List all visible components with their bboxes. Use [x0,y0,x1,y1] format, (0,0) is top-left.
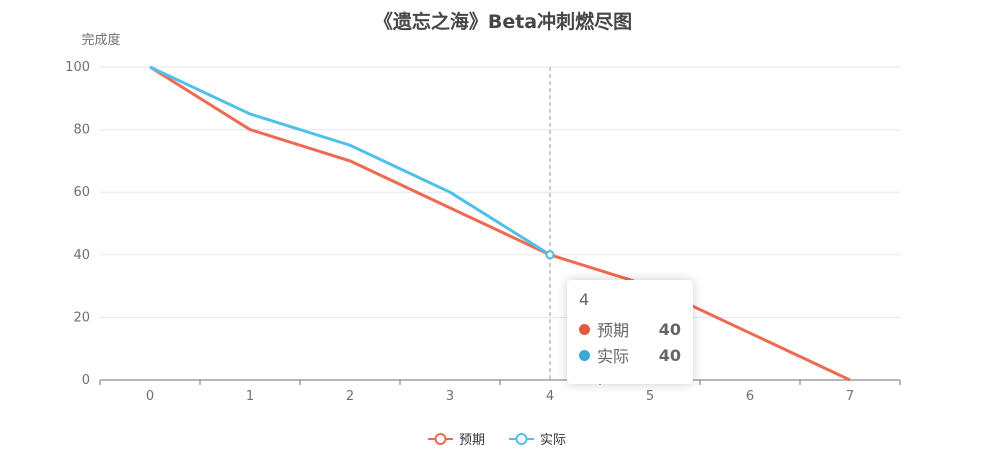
x-axis-ticks: 0 1 2 3 4 5 6 7 [146,389,854,404]
y-tick-label: 20 [73,310,90,325]
x-tick-label: 3 [446,389,454,404]
legend-label: 实际 [540,433,566,448]
legend-item-0[interactable]: 预期 [428,433,485,448]
series-line-1[interactable] [149,65,551,257]
x-tick-label: 4 [546,389,554,404]
legend-marker [515,433,528,445]
y-tick-label: 80 [73,123,90,138]
y-tick-label: 40 [73,248,90,263]
tooltip-dot-actual [579,349,590,361]
tooltip-value-actual: 40 [658,345,681,365]
y-tick-label: 100 [65,60,90,75]
tooltip-row-expected: 预期 40 [579,316,681,342]
x-tick-label: 1 [246,389,254,404]
x-tick-label: 6 [746,389,754,404]
tooltip-dot-expected [579,323,590,335]
tooltip: 4 预期 40 实际 40 [567,280,693,384]
legend-marker [434,433,447,445]
x-tick-label: 7 [846,389,854,404]
y-tick-label: 60 [73,185,90,200]
tooltip-name-expected: 预期 [597,321,630,340]
tooltip-row-actual: 实际 40 [579,342,681,368]
x-tick-label: 5 [646,389,654,404]
grid-lines [100,66,900,318]
chart-title: 《遗忘之海》Beta冲刺燃尽图 [374,10,632,33]
y-axis-label: 完成度 [81,32,120,48]
y-axis-ticks: 0 20 40 60 80 100 [65,60,90,388]
series-line-0[interactable] [149,65,851,382]
x-tick-label: 2 [346,389,354,404]
series-lines [149,65,851,382]
y-tick-label: 0 [82,373,90,388]
tooltip-value-expected: 40 [658,319,681,339]
legend-item-1[interactable]: 实际 [509,433,566,448]
x-tick-label: 0 [146,389,154,404]
highlight-point-1[interactable] [545,250,555,260]
legend[interactable]: 预期 实际 [428,433,566,448]
tooltip-name-actual: 实际 [597,347,630,366]
legend-label: 预期 [459,433,485,448]
x-axis [99,379,901,385]
tooltip-title: 4 [579,290,590,309]
